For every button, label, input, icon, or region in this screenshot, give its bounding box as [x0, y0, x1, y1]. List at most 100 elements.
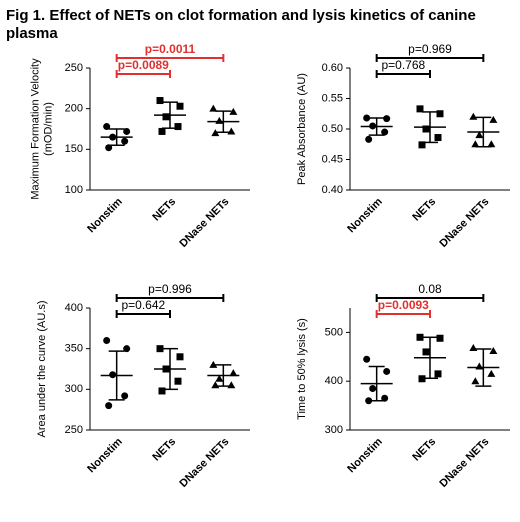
- point: [416, 333, 424, 341]
- point: [123, 345, 131, 353]
- x-tick-label: DNase NETs: [177, 196, 231, 250]
- sig-label: p=0.768: [381, 58, 425, 72]
- y-axis-label: (mOD/min): [42, 102, 54, 156]
- y-tick-label: 400: [65, 302, 83, 314]
- y-tick-label: 250: [65, 62, 83, 74]
- point: [383, 115, 391, 123]
- point: [209, 104, 218, 112]
- point: [369, 122, 377, 130]
- y-tick-label: 150: [65, 143, 83, 155]
- sig-label: p=0.969: [408, 42, 452, 56]
- point: [434, 370, 442, 378]
- point: [418, 375, 426, 383]
- point: [174, 377, 182, 385]
- point: [422, 348, 430, 356]
- point: [211, 129, 220, 137]
- point: [487, 369, 496, 377]
- y-tick-label: 300: [325, 424, 343, 436]
- x-tick-label: NETs: [150, 436, 178, 464]
- point: [227, 381, 236, 389]
- point: [365, 135, 373, 143]
- sig-label: p=0.0093: [378, 298, 429, 312]
- x-tick-label: Nonstim: [85, 196, 125, 236]
- point: [363, 114, 371, 122]
- sig-label: p=0.996: [148, 282, 192, 296]
- point: [162, 365, 170, 373]
- point: [436, 110, 444, 118]
- point: [381, 128, 389, 136]
- point: [471, 377, 480, 385]
- point: [416, 105, 424, 113]
- y-axis-label: Peak Absorbance (AU): [296, 73, 308, 185]
- x-tick-label: DNase NETs: [437, 196, 491, 250]
- y-tick-label: 350: [65, 343, 83, 355]
- x-tick-label: Nonstim: [345, 196, 385, 236]
- point: [475, 131, 484, 139]
- point: [211, 381, 220, 389]
- y-tick-label: 300: [65, 383, 83, 395]
- y-tick-label: 200: [65, 103, 83, 115]
- point: [489, 346, 498, 354]
- y-tick-label: 500: [325, 326, 343, 338]
- point: [162, 113, 170, 121]
- point: [369, 385, 377, 393]
- y-axis-label: Area under the curve (AU.s): [36, 301, 48, 438]
- point: [103, 123, 111, 131]
- point: [105, 144, 113, 152]
- y-tick-label: 100: [65, 184, 83, 196]
- point: [121, 392, 129, 400]
- point: [363, 355, 371, 363]
- point: [229, 369, 238, 377]
- point: [158, 127, 166, 135]
- point: [487, 140, 496, 148]
- y-tick-label: 0.45: [322, 153, 343, 165]
- point: [215, 116, 224, 124]
- point: [381, 394, 389, 402]
- point: [383, 367, 391, 375]
- figure-title: plasma: [6, 25, 58, 42]
- point: [215, 374, 224, 382]
- y-axis-label: Time to 50% lysis (s): [296, 318, 308, 420]
- point: [229, 107, 238, 115]
- point: [422, 125, 430, 133]
- point: [475, 362, 484, 370]
- x-tick-label: DNase NETs: [437, 436, 491, 490]
- x-tick-label: NETs: [410, 436, 438, 464]
- point: [489, 115, 498, 123]
- point: [176, 102, 184, 110]
- sig-label: p=0.642: [121, 298, 165, 312]
- point: [109, 371, 117, 379]
- point: [209, 360, 218, 368]
- x-tick-label: Nonstim: [85, 436, 125, 476]
- x-tick-label: NETs: [410, 196, 438, 224]
- point: [418, 141, 426, 149]
- x-tick-label: Nonstim: [345, 436, 385, 476]
- sig-label: p=0.0089: [118, 58, 169, 72]
- point: [105, 402, 113, 410]
- point: [434, 134, 442, 142]
- point: [227, 127, 236, 135]
- x-tick-label: NETs: [150, 196, 178, 224]
- point: [123, 127, 131, 135]
- y-tick-label: 250: [65, 424, 83, 436]
- point: [158, 387, 166, 395]
- figure-title: Fig 1. Effect of NETs on clot formation …: [6, 7, 476, 24]
- point: [469, 344, 478, 352]
- point: [436, 334, 444, 342]
- point: [103, 337, 111, 345]
- point: [174, 123, 182, 131]
- point: [121, 137, 129, 145]
- point: [469, 112, 478, 120]
- point: [471, 140, 480, 148]
- y-tick-label: 0.40: [322, 184, 343, 196]
- point: [156, 97, 164, 105]
- point: [176, 353, 184, 361]
- y-tick-label: 0.55: [322, 92, 343, 104]
- point: [156, 345, 164, 353]
- x-tick-label: DNase NETs: [177, 436, 231, 490]
- point: [365, 397, 373, 405]
- y-tick-label: 400: [325, 375, 343, 387]
- y-tick-label: 0.60: [322, 62, 343, 74]
- y-axis-label: Maximum Formation Velocity: [29, 58, 41, 200]
